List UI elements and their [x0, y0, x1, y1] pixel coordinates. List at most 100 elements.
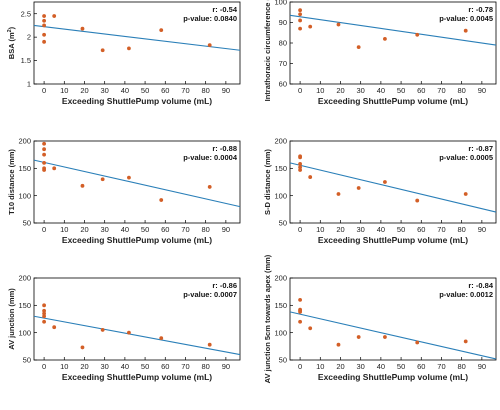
x-tick-label: 30 — [101, 362, 109, 371]
x-tick-label: 10 — [60, 225, 68, 234]
data-point — [159, 198, 164, 202]
y-tick-label: 50 — [23, 219, 31, 228]
x-axis-label: Exceeding ShuttlePump volume (mL) — [318, 372, 468, 382]
x-tick-label: 90 — [222, 86, 230, 95]
data-point — [42, 308, 46, 313]
x-tick-label: 20 — [336, 225, 344, 234]
data-point — [80, 26, 85, 31]
r-value-label: r: -0.88 — [212, 144, 237, 153]
data-point — [52, 166, 57, 171]
y-tick-label: 150 — [274, 301, 287, 310]
y-axis-label: Intrathoracic circumference (cm) — [263, 0, 272, 101]
y-tick-label: 200 — [274, 274, 287, 283]
data-point — [42, 311, 46, 316]
data-point — [383, 37, 387, 41]
scatter-panel: 0 10 20 30 40 50 60 70 80 90 50 100 150 200 Exceeding … — [7, 274, 241, 382]
r-value-label: r: -0.54 — [212, 5, 237, 14]
x-tick-label: 60 — [161, 362, 169, 371]
data-point — [308, 24, 313, 29]
scatter-panel: 0 10 20 30 40 50 60 70 80 90 1 1.5 2 2.5 Exceeding Shu… — [7, 1, 241, 106]
data-point — [298, 168, 302, 172]
x-tick-label: 20 — [336, 86, 344, 95]
x-axis-label: Exceeding ShuttlePump volume (mL) — [318, 235, 468, 245]
x-tick-label: 20 — [80, 362, 88, 371]
y-tick-label: 50 — [23, 356, 31, 365]
x-tick-label: 50 — [141, 362, 149, 371]
regression-line — [289, 162, 497, 213]
x-tick-label: 90 — [478, 225, 486, 234]
x-tick-label: 80 — [457, 225, 465, 234]
data-point — [308, 175, 313, 179]
y-axis-label: T10 distance (mm) — [7, 149, 16, 215]
x-tick-label: 70 — [437, 86, 445, 95]
data-point — [100, 48, 105, 53]
data-point — [298, 165, 302, 170]
x-tick-label: 70 — [437, 225, 445, 234]
data-point — [298, 18, 302, 23]
y-tick-label: 2 — [27, 33, 31, 42]
x-tick-label: 0 — [42, 225, 46, 234]
data-point — [298, 26, 302, 31]
r-value-label: r: -0.86 — [212, 281, 237, 290]
x-tick-label: 90 — [222, 225, 230, 234]
y-tick-label: 100 — [274, 0, 287, 7]
data-point — [52, 14, 57, 18]
x-tick-label: 60 — [417, 362, 425, 371]
data-point — [356, 186, 361, 190]
y-tick-label: 150 — [274, 164, 287, 173]
x-tick-label: 70 — [181, 86, 189, 95]
x-axis-label: Exceeding ShuttlePump volume (mL) — [62, 96, 212, 106]
data-point — [415, 32, 420, 37]
data-point — [127, 175, 131, 180]
scatter-panel: 0 10 20 30 40 50 60 70 80 90 50 100 150 200 Exceeding … — [263, 254, 497, 383]
x-tick-label: 0 — [42, 86, 46, 95]
x-tick-label: 80 — [201, 225, 209, 234]
y-tick-label: 1.5 — [21, 56, 31, 65]
plot-area — [33, 140, 241, 224]
data-point — [42, 141, 46, 146]
data-point — [298, 12, 302, 17]
x-tick-label: 30 — [357, 86, 365, 95]
x-tick-label: 40 — [121, 225, 129, 234]
data-point — [336, 342, 341, 347]
y-tick-label: 70 — [279, 59, 287, 68]
y-tick-label: 1 — [27, 80, 31, 89]
y-tick-label: 200 — [274, 137, 287, 146]
x-axis-label: Exceeding ShuttlePump volume (mL) — [62, 235, 212, 245]
scatter-panel: 0 10 20 30 40 50 60 70 80 90 60 70 80 90 100 Exceeding … — [263, 0, 497, 106]
data-point — [100, 328, 105, 332]
x-tick-label: 50 — [141, 86, 149, 95]
x-axis-label: Exceeding ShuttlePump volume (mL) — [62, 372, 212, 382]
x-tick-label: 30 — [101, 225, 109, 234]
data-point — [356, 45, 361, 49]
x-tick-label: 40 — [377, 225, 385, 234]
p-value-label: p-value: 0.0007 — [183, 290, 237, 299]
x-axis-label: Exceeding ShuttlePump volume (mL) — [318, 96, 468, 106]
x-tick-label: 0 — [298, 225, 302, 234]
x-tick-label: 80 — [457, 86, 465, 95]
regression-line — [289, 311, 497, 360]
regression-line — [33, 159, 241, 208]
data-point — [42, 147, 46, 152]
x-tick-label: 70 — [437, 362, 445, 371]
x-tick-label: 50 — [397, 362, 405, 371]
y-axis-label: S-D distance (mm) — [263, 149, 272, 215]
data-point — [159, 336, 164, 341]
data-point — [42, 152, 46, 157]
data-point — [336, 22, 341, 27]
y-tick-label: 100 — [274, 328, 287, 337]
x-tick-label: 0 — [298, 86, 302, 95]
data-point — [42, 314, 46, 319]
data-point — [383, 180, 387, 184]
p-value-label: p-value: 0.0005 — [439, 153, 493, 162]
y-axis-label: AV junction 5cm towards apex (mm) — [263, 254, 272, 383]
data-point — [336, 192, 341, 196]
y-tick-label: 60 — [279, 80, 287, 89]
y-tick-label: 50 — [279, 219, 287, 228]
p-value-label: p-value: 0.0012 — [439, 290, 493, 299]
x-tick-label: 40 — [121, 86, 129, 95]
x-tick-label: 70 — [181, 225, 189, 234]
scatter-panel: 0 10 20 30 40 50 60 70 80 90 50 100 150 200 Exceeding … — [7, 137, 241, 245]
plot-area — [289, 140, 497, 224]
y-tick-label: 100 — [18, 191, 31, 200]
